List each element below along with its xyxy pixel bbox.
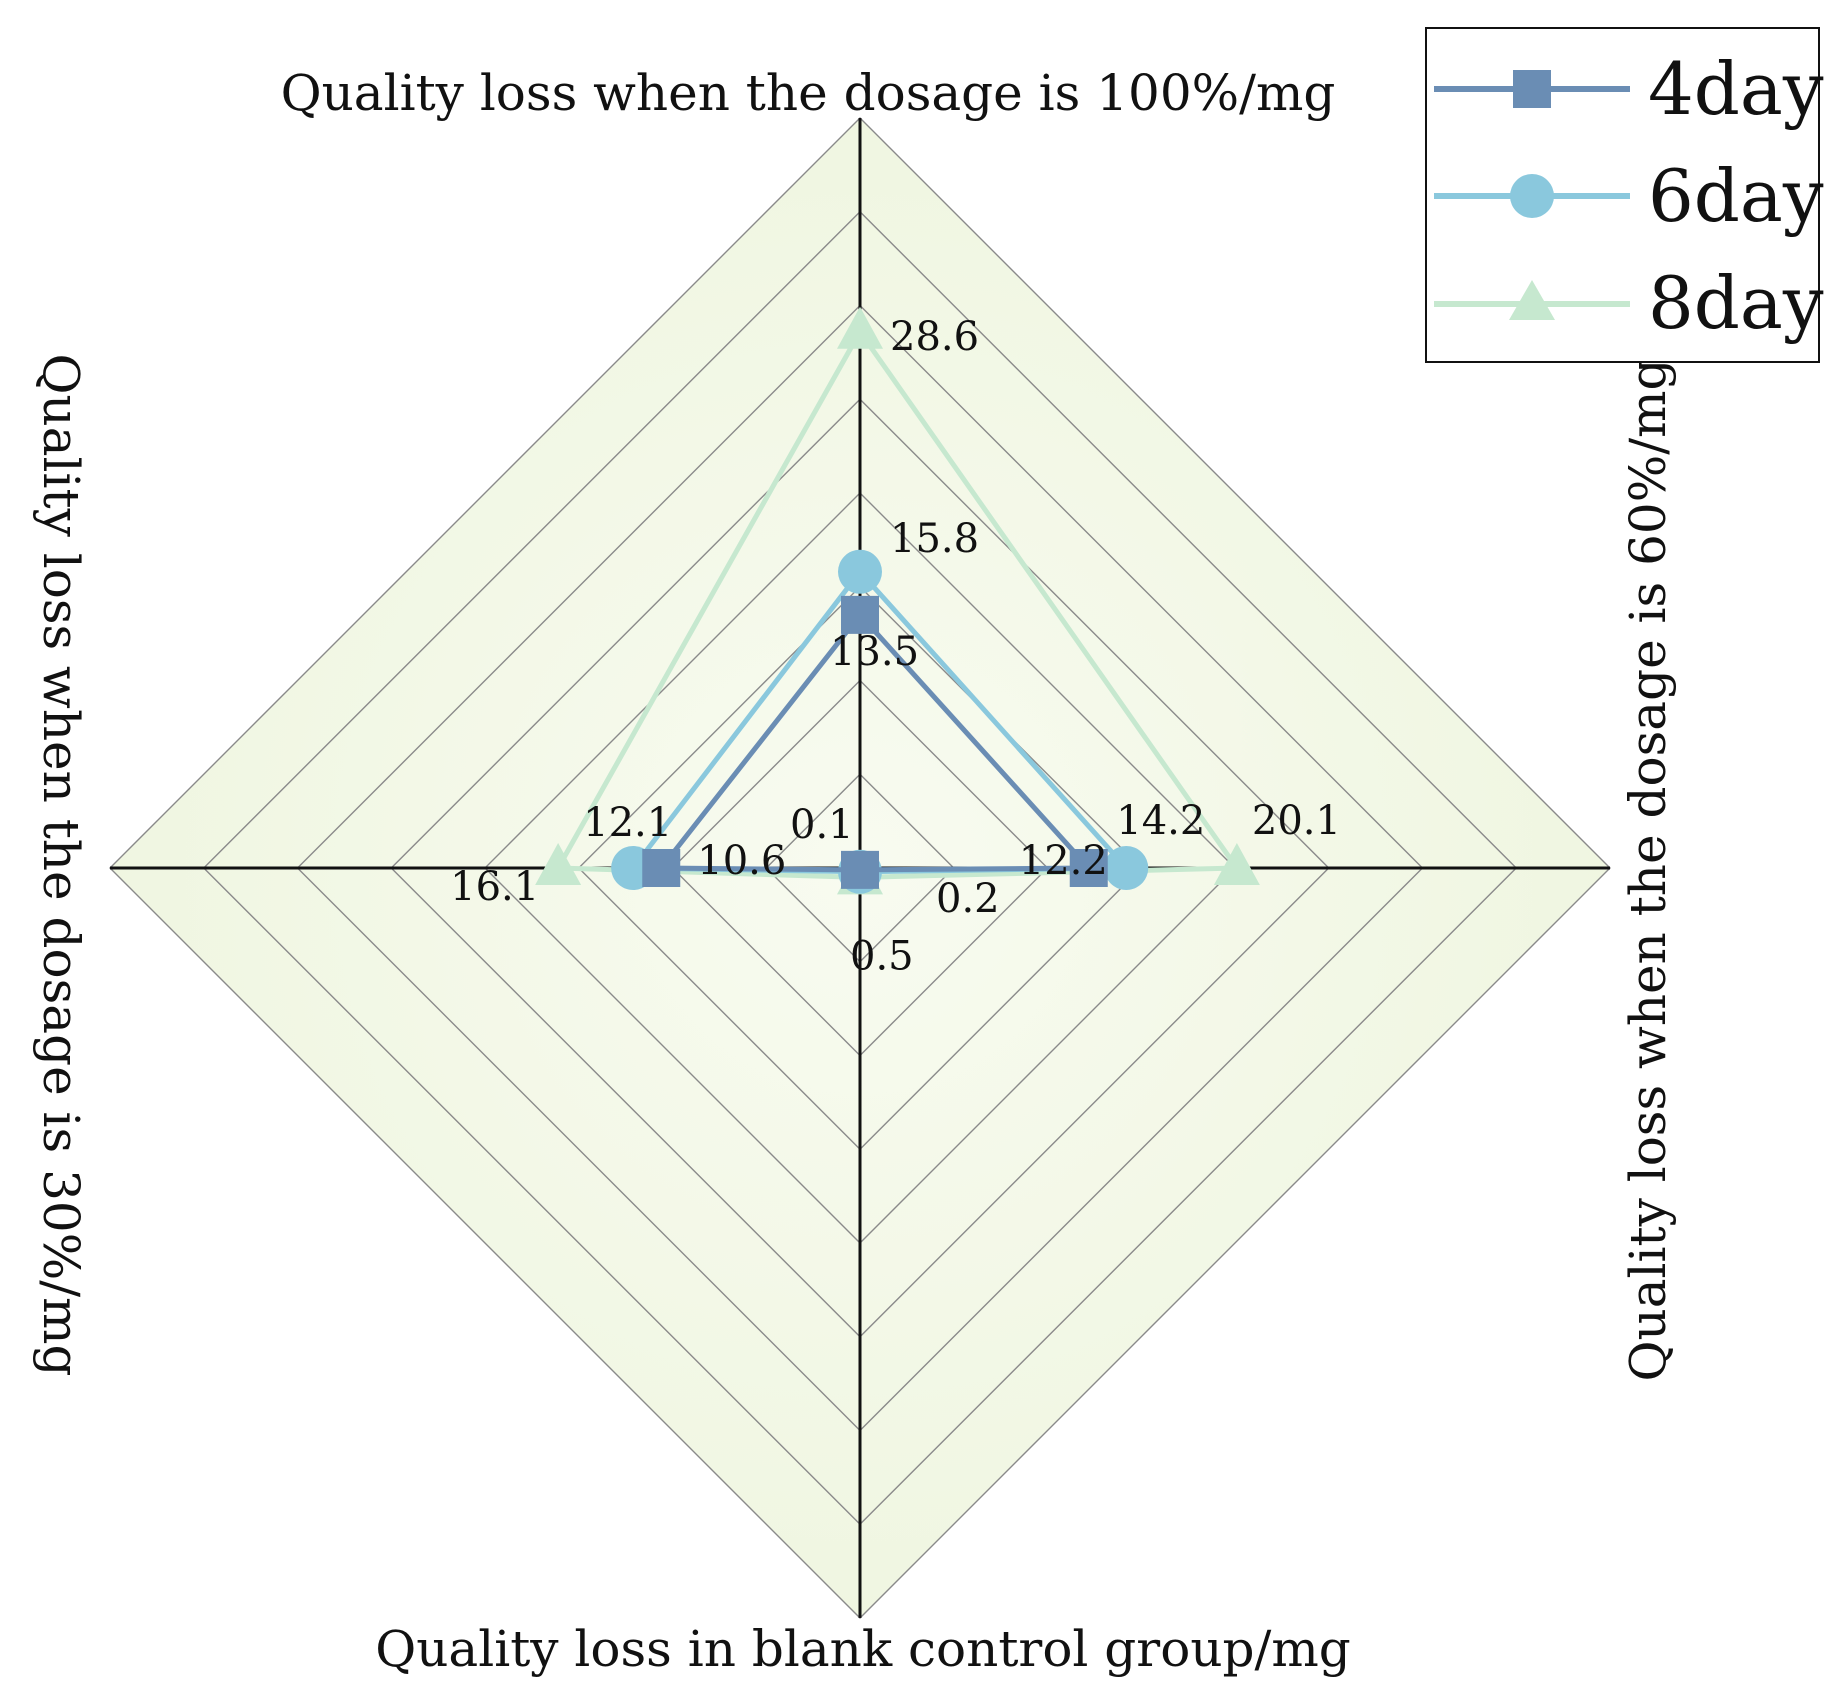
data-label-4day: 0.1: [790, 802, 854, 848]
data-point: [837, 306, 883, 349]
radar-labels: 13.5 12.2 0.110.6 15.8 14.2 0.2 12.1 28.6 20.1 0.…: [450, 314, 1341, 980]
data-label-4day: 12.2: [1019, 838, 1108, 884]
legend-item-8day: 8day: [1434, 261, 1824, 345]
data-label-6day: 14.2: [1116, 798, 1205, 844]
legend-label-8day: 8day: [1648, 261, 1824, 345]
legend: 4day 6day 8day: [1425, 27, 1824, 363]
data-label-8day: 16.1: [450, 864, 539, 910]
data-point: [838, 549, 882, 594]
data-label-8day: 20.1: [1252, 798, 1341, 844]
data-point: [841, 595, 879, 634]
data-point: [642, 849, 681, 887]
data-point: [1104, 846, 1149, 890]
data-label-6day: 12.1: [583, 800, 672, 846]
data-point: [1069, 849, 1108, 887]
data-point: [841, 850, 879, 889]
legend-marker-circle: [1510, 174, 1554, 218]
axis-label-right: Quality loss when the dosage is 60%/mg: [1619, 359, 1677, 1382]
legend-label-4day: 4day: [1648, 47, 1824, 131]
legend-label-6day: 6day: [1648, 154, 1824, 238]
data-label-4day: 13.5: [830, 629, 919, 675]
data-point: [535, 843, 582, 885]
data-label-4day: 10.6: [697, 838, 786, 884]
legend-item-6day: 6day: [1434, 154, 1824, 238]
axis-label-left: Quality loss when the dosage is 30%/mg: [32, 354, 90, 1377]
data-label-8day: 28.6: [890, 314, 979, 360]
legend-marker-square: [1513, 70, 1551, 108]
data-label-6day: 15.8: [890, 516, 979, 562]
data-label-6day: 0.2: [936, 876, 1000, 922]
data-label-8day: 0.5: [850, 933, 914, 979]
legend-marker-triangle: [1509, 280, 1555, 320]
axis-label-bottom: Quality loss in blank control group/mg: [375, 1620, 1351, 1678]
axis-label-top: Quality loss when the dosage is 100%/mg: [281, 64, 1336, 122]
data-point: [1213, 843, 1260, 885]
legend-item-4day: 4day: [1434, 47, 1824, 131]
series-4day: [642, 595, 1108, 889]
radar-series: [535, 306, 1260, 895]
